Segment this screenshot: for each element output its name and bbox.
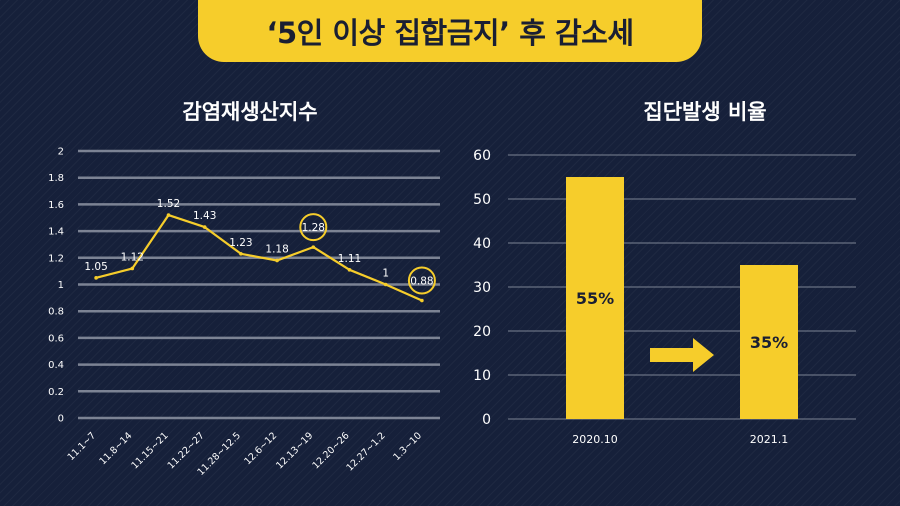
line-data-label: 1.05 [84, 261, 107, 273]
bar-x-tick-label: 2021.1 [750, 433, 789, 446]
bar-data-label: 55% [576, 289, 614, 308]
line-y-tick-label: 1.2 [48, 253, 64, 264]
line-y-tick-label: 0.4 [48, 360, 64, 371]
line-y-tick-label: 1.8 [48, 173, 64, 184]
line-data-label: 1 [382, 268, 389, 280]
bar-y-tick-label: 10 [473, 368, 491, 384]
line-data-point [347, 268, 352, 272]
bar [566, 177, 624, 419]
line-y-tick-label: 0 [58, 414, 64, 425]
line-data-point [202, 225, 207, 229]
line-x-tick-label: 11.1~7 [66, 430, 99, 463]
line-y-tick-label: 1.6 [48, 200, 64, 211]
line-y-tick-label: 0.2 [48, 387, 64, 398]
line-data-label: 0.88 [410, 276, 433, 288]
line-data-point [239, 251, 243, 256]
bar-y-tick-label: 40 [473, 236, 491, 252]
line-x-tick-label: 12.13~19 [274, 430, 315, 471]
line-data-label: 1.11 [338, 253, 361, 265]
bar [740, 265, 798, 419]
line-series [95, 214, 423, 302]
bar-y-tick-label: 0 [482, 412, 491, 428]
line-data-point [130, 266, 135, 271]
line-y-tick-label: 0.6 [48, 333, 64, 344]
line-x-tick-label: 11.15~21 [129, 430, 170, 471]
line-data-point [311, 245, 316, 249]
arrow-right-icon [650, 338, 714, 372]
line-data-label: 1.23 [229, 237, 252, 249]
line-y-tick-label: 0.8 [48, 307, 64, 318]
line-x-tick-label: 12.6~12 [242, 430, 279, 467]
line-data-label: 1.12 [121, 251, 144, 263]
bar-chart-title: 집단발생 비율 [643, 100, 767, 124]
line-data-label: 1.28 [302, 222, 325, 234]
line-data-point [275, 258, 279, 263]
highlight-circle [299, 213, 328, 242]
line-y-tick-label: 1.4 [48, 227, 64, 238]
bar-y-tick-label: 30 [473, 280, 491, 296]
line-data-label: 1.52 [157, 198, 180, 210]
line-x-tick-label: 11.8~14 [98, 430, 135, 467]
bar-y-tick-label: 60 [473, 148, 491, 164]
bar-data-label: 35% [750, 333, 788, 352]
line-data-label: 1.18 [265, 243, 288, 255]
bar-y-tick-label: 20 [473, 324, 491, 340]
line-data-point [420, 298, 424, 303]
line-data-point [166, 213, 171, 217]
line-x-tick-label: 1.3~10 [391, 430, 424, 463]
line-chart-title: 감염재생산지수 [182, 100, 318, 124]
line-data-point [383, 282, 388, 287]
line-x-tick-label: 12.27~1.2 [345, 430, 388, 473]
line-y-tick-label: 2 [58, 147, 64, 158]
line-data-label: 1.43 [193, 210, 216, 222]
bar-y-tick-label: 50 [473, 192, 491, 208]
title-banner: ‘5인 이상 집합금지’ 후 감소세 [198, 0, 702, 62]
bar-x-tick-label: 2020.10 [572, 433, 618, 446]
highlight-circle [407, 266, 436, 295]
line-data-point [94, 276, 98, 280]
line-y-tick-label: 1 [58, 280, 64, 291]
page-title: ‘5인 이상 집합금지’ 후 감소세 [266, 16, 634, 50]
